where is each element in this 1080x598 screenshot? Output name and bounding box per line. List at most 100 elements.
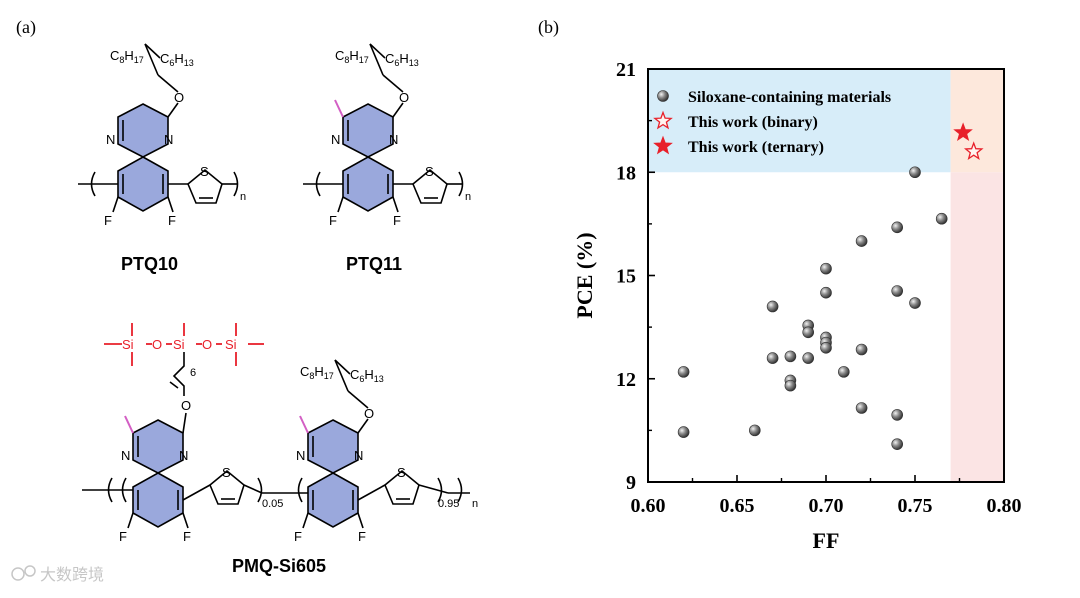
ptq11-structure [303,43,464,213]
chart-legend: Siloxane-containing materials This work (… [653,89,891,156]
ptq10-nitrogen-right: N [164,132,173,147]
pmq-fraction-1: 0.05 [262,498,283,510]
pmq-fluorine-1: F [119,529,127,544]
legend-ternary-star-icon [653,135,673,155]
watermark: 大数跨境 [11,565,104,584]
ptq10-fluorine-right: F [168,213,176,228]
x-tick-label: 0.60 [631,495,666,517]
ptq10-oxygen: O [174,90,184,105]
ptq11-fluorine-left: F [329,213,337,228]
ptq10-c6h13: C6H13 [160,51,194,68]
siloxane-material-point [802,352,815,364]
siloxane-material-point [855,402,868,414]
pce-ff-scatter-chart: 0.60 0.65 0.70 0.75 0.80 9 12 15 18 21 FF PCE (%) S… [572,59,1022,553]
x-tick-label: 0.80 [987,495,1022,517]
pmq-label: PMQ-Si605 [232,556,326,576]
siloxane-material-point [784,379,797,392]
pmq-nitrogen-1: N [121,448,130,463]
panel-a-structures: C8H17 C6H13 O N N S F F n PTQ10 [78,43,478,576]
pmq-sulfur-1: S [222,465,231,480]
ptq10-sulfur: S [200,164,209,179]
x-tick-label: 0.75 [898,495,933,517]
pmq-oxygen-right: O [364,406,374,421]
pmq-sulfur-2: S [397,465,406,480]
siloxane-material-point [677,366,690,378]
pmq-c8h17: C8H17 [300,364,334,381]
x-axis-label: FF [813,528,840,553]
chart-axes: 0.60 0.65 0.70 0.75 0.80 9 12 15 18 21 FF PCE (%) [572,59,1022,553]
siloxane-material-point [820,286,832,299]
pmq-fraction-2: 0.95 [438,498,459,510]
chart-region-3 [950,172,1004,482]
ptq10-c8h17: C8H17 [110,48,144,65]
y-tick-label: 9 [626,472,636,494]
spacer-count: 6 [190,367,196,379]
ptq11-nitrogen-left: N [331,132,340,147]
chart-region-1 [648,69,951,173]
y-tick-label: 12 [616,369,636,391]
siloxane-material-point [909,297,921,309]
this-work-ternary-point [953,122,973,142]
ptq11-c6h13: C6H13 [385,51,419,68]
siloxane-material-point [820,262,832,275]
pmq-nitrogen-3: N [296,448,305,463]
pmq-c6h13: C6H13 [350,367,384,384]
legend-label: This work (ternary) [688,139,824,156]
siloxane-material-point [909,166,921,179]
watermark-logo-icon [11,567,25,581]
siloxane-material-point [855,343,868,356]
siloxane-group [104,323,264,366]
ptq11-oxygen: O [399,90,409,105]
watermark-text: 大数跨境 [40,565,104,584]
siloxane-material-point [802,326,815,339]
siloxane-material-point [891,438,904,450]
ptq10-structure [78,43,239,213]
siloxane-material-point [891,409,904,421]
y-tick-label: 15 [616,266,636,288]
siloxane-material-point [766,352,779,364]
ptq10-repeat-n: n [240,191,246,203]
pmq-repeat-n: n [472,498,478,510]
pmq-fluorine-2: F [183,529,191,544]
siloxane-material-point [891,221,904,234]
siloxane-material-point [891,285,904,297]
pmq-fluorine-4: F [358,529,366,544]
legend-siloxane-marker [657,90,669,102]
si-atom-3: Si [225,337,237,352]
y-axis-label: PCE (%) [572,232,597,318]
ptq11-c8h17: C8H17 [335,48,369,65]
siloxane-material-point [766,300,779,313]
panel-label-a: (a) [16,17,36,38]
si-atom-1: Si [122,337,134,352]
ptq11-fluorine-right: F [393,213,401,228]
pmq-oxygen-left: O [181,398,191,413]
legend-label: Siloxane-containing materials [688,89,891,106]
ptq11-sulfur: S [425,164,434,179]
siloxane-material-point [855,235,868,247]
pmq-fluorine-3: F [294,529,302,544]
siloxane-material-point [748,424,761,437]
legend-label: This work (binary) [688,114,818,131]
legend-binary-star-icon [653,110,673,130]
ptq11-label: PTQ11 [346,254,402,274]
ptq10-label: PTQ10 [121,254,178,274]
siloxane-labels: Si O Si O Si [122,337,237,352]
ptq10-fluorine-left: F [104,213,112,228]
ptq10-nitrogen-left: N [106,132,115,147]
pmq-nitrogen-4: N [354,448,363,463]
x-tick-label: 0.65 [720,495,755,517]
ptq11-repeat-n: n [465,191,471,203]
chart-points [677,122,984,450]
si-atom-2: Si [173,337,185,352]
siloxane-material-point [935,212,948,225]
o-atom-2: O [202,337,212,352]
pmq-nitrogen-2: N [179,448,188,463]
y-tick-label: 18 [616,162,636,184]
chart-regions [648,69,1004,482]
o-atom-1: O [152,337,162,352]
y-tick-label: 21 [616,59,636,81]
panel-label-b: (b) [538,17,559,38]
siloxane-material-point [677,426,690,438]
ptq11-nitrogen-right: N [389,132,398,147]
this-work-binary-point [963,141,984,160]
